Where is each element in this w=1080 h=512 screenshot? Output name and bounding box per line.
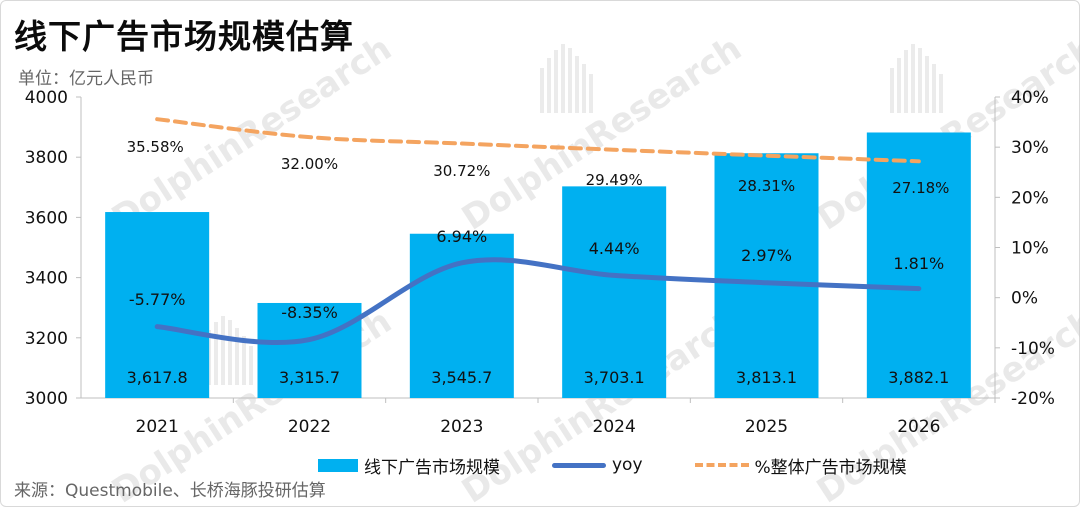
legend-item-bar: 线下广告市场规模 [318, 453, 500, 478]
y-left-tick-label: 3200 [25, 329, 68, 349]
source-note: 来源：Questmobile、长桥海豚投研估算 [14, 481, 326, 501]
x-tick-label: 2023 [440, 417, 483, 437]
y-left-tick-label: 3400 [25, 269, 68, 289]
watermark-logo-icon [890, 44, 943, 113]
bar-value-label: 3,315.7 [279, 368, 340, 387]
legend-label-bar: 线下广告市场规模 [364, 457, 500, 478]
y-right-tick-label: 30% [1011, 138, 1049, 158]
yoy-value-label: -8.35% [281, 303, 338, 322]
watermark-logo-icon [540, 44, 593, 113]
y-left-tick-label: 3600 [25, 208, 68, 228]
legend-swatch-share [694, 463, 749, 467]
y-left-tick-label: 3000 [25, 389, 68, 409]
legend-label-yoy: yoy [612, 455, 643, 475]
unit-label: 单位：亿元人民币 [18, 69, 154, 89]
share-value-label: 30.72% [433, 162, 490, 180]
x-tick-label: 2025 [745, 417, 788, 437]
share-value-label: 27.18% [892, 179, 949, 197]
share-value-label: 28.31% [738, 177, 795, 195]
legend-item-yoy: yoy [552, 455, 643, 475]
x-tick-label: 2026 [897, 417, 940, 437]
x-tick-label: 2022 [288, 417, 331, 437]
y-right-tick-label: -10% [1011, 339, 1055, 359]
yoy-value-label: -5.77% [129, 290, 186, 309]
legend-label-share: %整体广告市场规模 [754, 457, 907, 478]
y-right-tick-label: 20% [1011, 188, 1049, 208]
bar-value-label: 3,617.8 [127, 368, 188, 387]
bar [714, 153, 819, 398]
legend-swatch-yoy [552, 462, 606, 468]
y-left-tick-label: 3800 [25, 148, 68, 168]
share-value-label: 29.49% [586, 171, 643, 189]
yoy-value-label: 4.44% [589, 239, 640, 258]
x-tick-label: 2021 [136, 417, 179, 437]
legend-item-share: %整体广告市场规模 [694, 453, 907, 478]
x-tick-label: 2024 [593, 417, 636, 437]
bar [562, 186, 667, 398]
legend: 线下广告市场规模 yoy %整体广告市场规模 [318, 453, 959, 478]
share-value-label: 32.00% [281, 155, 338, 173]
bar-value-label: 3,703.1 [584, 368, 645, 387]
y-right-tick-label: 40% [1011, 88, 1049, 108]
y-left-tick-label: 4000 [25, 88, 68, 108]
bar-value-label: 3,545.7 [431, 368, 492, 387]
bar [257, 302, 362, 398]
share-value-label: 35.58% [127, 138, 184, 156]
chart-title: 线下广告市场规模估算 [14, 17, 354, 56]
bar-value-label: 3,882.1 [888, 368, 949, 387]
yoy-value-label: 6.94% [436, 227, 487, 246]
yoy-value-label: 1.81% [893, 254, 944, 273]
y-right-tick-label: 10% [1011, 239, 1049, 259]
yoy-line [154, 257, 922, 345]
bar [866, 132, 971, 398]
y-right-tick-label: 0% [1011, 289, 1038, 309]
y-right-tick-label: -20% [1011, 389, 1055, 409]
bar [105, 212, 210, 398]
bar-value-label: 3,813.1 [736, 368, 797, 387]
share-line [155, 117, 921, 164]
legend-swatch-bar [318, 458, 358, 472]
yoy-value-label: 2.97% [741, 246, 792, 265]
